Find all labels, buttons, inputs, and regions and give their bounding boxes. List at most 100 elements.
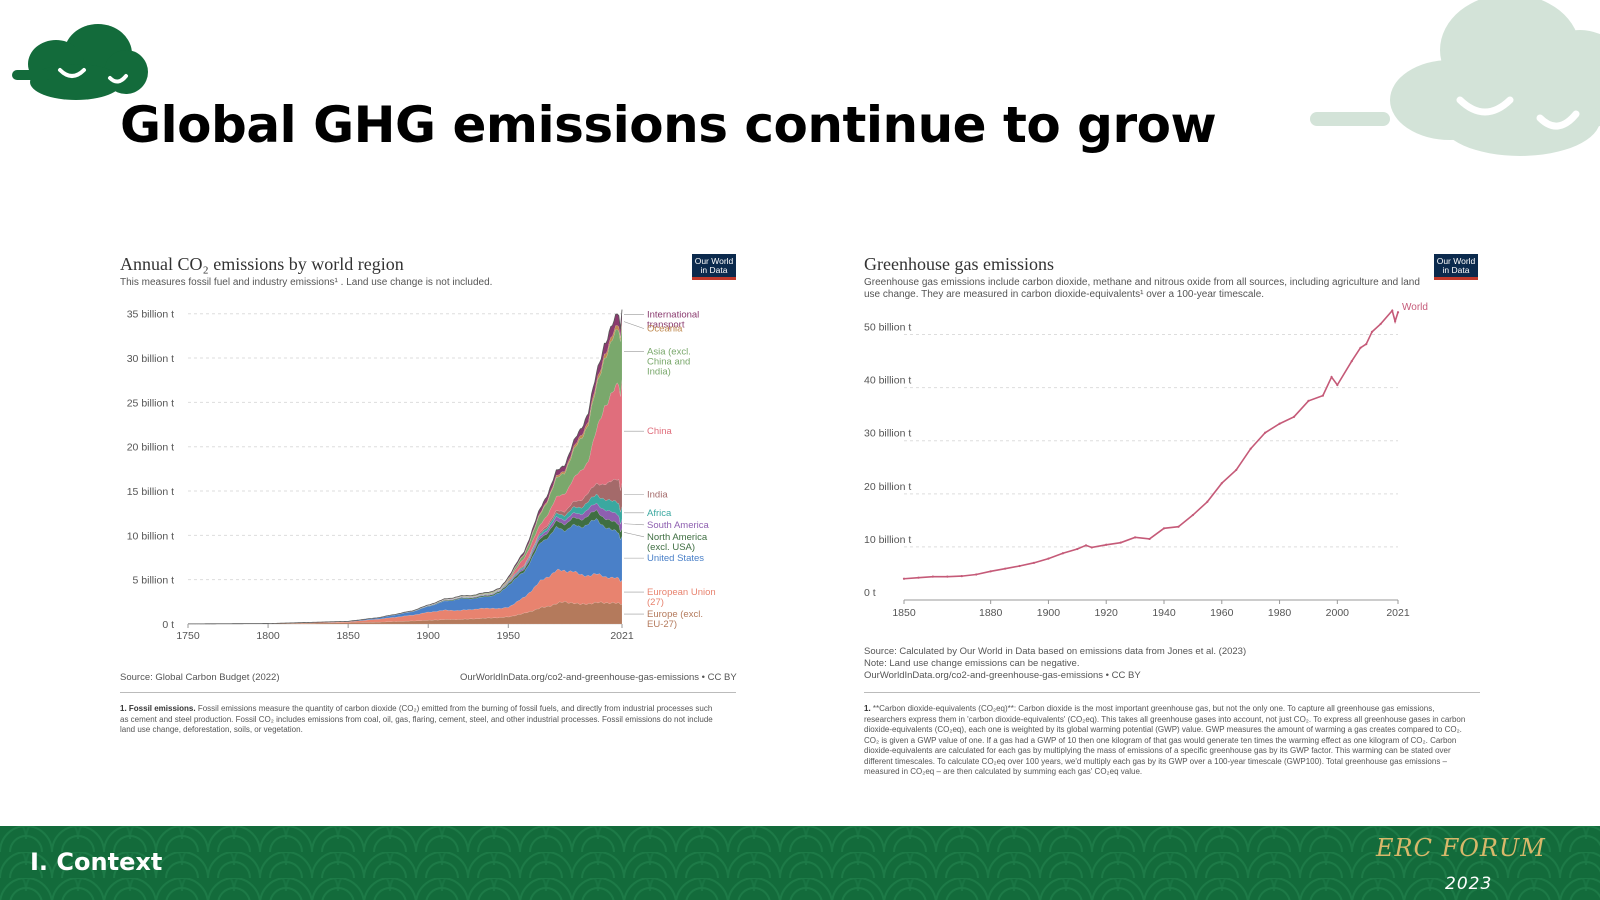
data-point [960, 575, 963, 578]
data-point [1307, 399, 1310, 403]
legend-label: South America [647, 520, 709, 531]
chart-source: Source: Global Carbon Budget (2022) [120, 672, 280, 683]
x-tick-label: 2021 [610, 630, 634, 642]
data-point [1105, 543, 1108, 546]
x-tick-label: 1900 [1037, 607, 1061, 619]
section-label: I. Context [30, 848, 163, 876]
legend-label: Europe (excl. EU-27) [647, 609, 703, 630]
footer-wave-pattern-icon [0, 826, 1600, 900]
y-tick-label: 15 billion t [127, 486, 174, 498]
legend-connector [623, 321, 645, 329]
total-outline [187, 309, 623, 625]
y-tick-label: 25 billion t [127, 397, 174, 409]
data-point [1235, 468, 1238, 472]
y-tick-label: 50 billion t [864, 322, 911, 334]
legend-label-line: United States [647, 553, 704, 564]
data-point [1119, 541, 1122, 544]
chart-source-link[interactable]: OurWorldInData.org/co2-and-greenhouse-ga… [864, 670, 1141, 681]
data-point [1278, 422, 1281, 425]
data-point [1047, 557, 1050, 560]
x-tick-label: 1900 [417, 630, 441, 642]
owid-logo-icon: Our World in Data [692, 254, 736, 280]
legend-label-line: EU-27) [647, 619, 677, 630]
y-tick-label: 30 billion t [127, 353, 174, 365]
owid-logo-line2: in Data [700, 265, 728, 275]
legend-label-line: North America [647, 532, 708, 543]
data-point [1032, 561, 1036, 564]
chart-note: Note: Land use change emissions can be n… [864, 658, 1080, 669]
y-tick-label: 40 billion t [864, 375, 911, 387]
legend-label-line: China [647, 426, 673, 437]
x-tick-label: 1980 [1268, 607, 1292, 619]
legend-label: India [647, 490, 668, 501]
data-point [902, 577, 906, 580]
logo-cloud-icon [12, 24, 148, 100]
data-point [1379, 322, 1382, 326]
data-point [1134, 536, 1137, 539]
legend-label-line: India) [647, 366, 671, 377]
x-tick-label: 1750 [176, 630, 200, 642]
data-point [1336, 383, 1339, 387]
series-label: World [1402, 302, 1428, 313]
chart-title: Greenhouse gas emissions [864, 254, 1054, 274]
legend-label: European Union (27) [647, 587, 716, 608]
legend-label-line: European Union [647, 587, 716, 598]
y-tick-label: 35 billion t [127, 309, 174, 321]
legend-connector [623, 532, 645, 538]
data-point [1191, 513, 1194, 517]
data-point [1148, 537, 1151, 541]
data-point [1396, 311, 1400, 314]
legend-label-line: International [647, 310, 699, 321]
x-tick-label: 1960 [1210, 607, 1234, 619]
data-point [1350, 359, 1353, 363]
chart-footnote: 1. Fossil emissions. Fossil emissions me… [120, 704, 720, 736]
co2-region-chart-panel: Annual CO₂ emissions by world region Thi… [120, 248, 737, 748]
legend-label: United States [647, 553, 704, 564]
legend-label-line: Europe (excl. [647, 609, 703, 620]
data-point [1365, 343, 1368, 346]
data-point [975, 573, 978, 576]
data-point [1090, 546, 1093, 549]
x-tick-label: 2000 [1326, 607, 1350, 619]
footnote-text: Fossil emissions measure the quantity of… [120, 704, 713, 734]
divider [120, 692, 736, 693]
data-point [931, 575, 934, 578]
data-point [1206, 500, 1209, 503]
data-point [1391, 309, 1394, 312]
x-tick-label: 1850 [336, 630, 360, 642]
legend-label-line: Oceania [647, 324, 683, 335]
data-point [1220, 482, 1223, 485]
legend-label-line: Asia (excl. [647, 346, 691, 357]
data-point [1061, 552, 1064, 555]
y-tick-label: 30 billion t [864, 428, 911, 440]
data-point [1018, 564, 1021, 568]
footnote-label: 1. Fossil emissions. [120, 704, 196, 713]
legend-label: International transport [647, 310, 699, 331]
owid-logo-icon: Our World in Data [1434, 254, 1478, 280]
chart-footnote: 1. **Carbon dioxide-equivalents (CO₂eq)*… [864, 704, 1474, 778]
owid-logo-line1: Our World [1436, 256, 1476, 266]
legend-label: China [647, 426, 673, 437]
y-tick-label: 20 billion t [864, 481, 911, 493]
ghg-emissions-chart-panel: Greenhouse gas emissions Greenhouse gas … [864, 248, 1480, 798]
footer-bar: I. Context ERC FORUM 2023 [0, 826, 1600, 900]
legend-label: North America (excl. USA) [647, 532, 708, 553]
data-point [946, 575, 949, 578]
decorative-cloud-icon [1310, 0, 1600, 156]
owid-logo-line1: Our World [694, 256, 734, 266]
data-point [1076, 547, 1079, 551]
chart-source-link[interactable]: OurWorldInData.org/co2-and-greenhouse-ga… [460, 672, 737, 683]
data-point [1330, 375, 1333, 379]
footnote-text: **Carbon dioxide-equivalents (CO₂eq)**: … [864, 704, 1466, 776]
data-point [1249, 447, 1252, 450]
forum-name: ERC FORUM [1376, 834, 1546, 862]
data-point [1359, 346, 1362, 349]
x-tick-label: 2021 [1386, 607, 1410, 619]
chart-subtitle: This measures fossil fuel and industry e… [120, 277, 493, 288]
legend-label-line: transport [647, 320, 685, 331]
legend-label-line: India [647, 490, 668, 501]
y-tick-label: 10 billion t [127, 530, 174, 542]
data-point [989, 570, 992, 573]
ghg-line-chart: 0 t 10 billion t 20 billion t 30 billion t 4… [864, 302, 1428, 619]
y-tick-label: 0 t [162, 619, 174, 631]
